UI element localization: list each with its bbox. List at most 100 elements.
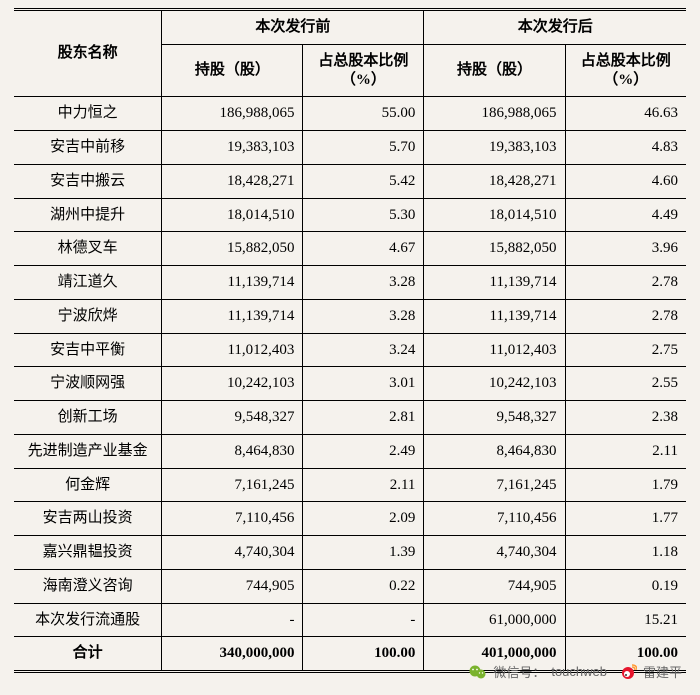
cell-before-pct: 3.24 bbox=[303, 333, 424, 367]
cell-name: 安吉中搬云 bbox=[14, 164, 162, 198]
cell-after-shares: 7,110,456 bbox=[424, 502, 565, 536]
cell-before-shares: 15,882,050 bbox=[162, 232, 303, 266]
cell-name: 嘉兴鼎韫投资 bbox=[14, 536, 162, 570]
cell-after-pct: 3.96 bbox=[565, 232, 686, 266]
table-row: 林德叉车15,882,0504.6715,882,0503.96 bbox=[14, 232, 686, 266]
cell-before-shares: 9,548,327 bbox=[162, 401, 303, 435]
cell-name: 靖江道久 bbox=[14, 266, 162, 300]
cell-name: 林德叉车 bbox=[14, 232, 162, 266]
cell-before-shares: 8,464,830 bbox=[162, 434, 303, 468]
cell-name: 创新工场 bbox=[14, 401, 162, 435]
table-row: 何金辉7,161,2452.117,161,2451.79 bbox=[14, 468, 686, 502]
cell-after-shares: 186,988,065 bbox=[424, 97, 565, 131]
cell-before-pct: 2.49 bbox=[303, 434, 424, 468]
cell-after-pct: 2.78 bbox=[565, 266, 686, 300]
cell-before-shares: - bbox=[162, 603, 303, 637]
weibo-name: 雷建平 bbox=[643, 662, 682, 681]
cell-before-pct: 3.28 bbox=[303, 299, 424, 333]
table-row: 安吉中前移19,383,1035.7019,383,1034.83 bbox=[14, 131, 686, 165]
cell-before-shares: 11,012,403 bbox=[162, 333, 303, 367]
cell-name: 宁波顺网强 bbox=[14, 367, 162, 401]
cell-before-pct: 2.09 bbox=[303, 502, 424, 536]
cell-before-pct: 2.11 bbox=[303, 468, 424, 502]
cell-before-pct: - bbox=[303, 603, 424, 637]
shareholder-table: 股东名称 本次发行前 本次发行后 持股（股） 占总股本比例（%） 持股（股） 占… bbox=[14, 8, 686, 673]
cell-before-pct: 5.42 bbox=[303, 164, 424, 198]
cell-name: 先进制造产业基金 bbox=[14, 434, 162, 468]
table-row: 宁波顺网强10,242,1033.0110,242,1032.55 bbox=[14, 367, 686, 401]
cell-before-shares: 11,139,714 bbox=[162, 266, 303, 300]
cell-after-shares: 10,242,103 bbox=[424, 367, 565, 401]
cell-name: 湖州中提升 bbox=[14, 198, 162, 232]
cell-after-shares: 744,905 bbox=[424, 569, 565, 603]
table-row: 海南澄义咨询744,9050.22744,9050.19 bbox=[14, 569, 686, 603]
cell-before-shares: 186,988,065 bbox=[162, 97, 303, 131]
cell-after-pct: 2.55 bbox=[565, 367, 686, 401]
cell-after-shares: 11,139,714 bbox=[424, 266, 565, 300]
cell-before-shares: 10,242,103 bbox=[162, 367, 303, 401]
cell-after-pct: 1.18 bbox=[565, 536, 686, 570]
cell-before-shares: 7,161,245 bbox=[162, 468, 303, 502]
wechat-id: touchweb bbox=[551, 664, 607, 679]
cell-after-shares: 15,882,050 bbox=[424, 232, 565, 266]
cell-before-shares: 18,428,271 bbox=[162, 164, 303, 198]
wechat-label: 微信号： bbox=[493, 662, 545, 681]
cell-after-shares: 11,139,714 bbox=[424, 299, 565, 333]
cell-before-pct: 5.70 bbox=[303, 131, 424, 165]
cell-before-pct: 2.81 bbox=[303, 401, 424, 435]
watermark: 微信号： touchweb 雷建平 bbox=[469, 662, 682, 681]
cell-total-before-pct: 100.00 bbox=[303, 637, 424, 672]
cell-before-shares: 19,383,103 bbox=[162, 131, 303, 165]
cell-name: 宁波欣烨 bbox=[14, 299, 162, 333]
cell-after-pct: 4.83 bbox=[565, 131, 686, 165]
cell-after-pct: 1.77 bbox=[565, 502, 686, 536]
table-row: 湖州中提升18,014,5105.3018,014,5104.49 bbox=[14, 198, 686, 232]
col-group-after: 本次发行后 bbox=[424, 10, 686, 45]
table-row: 宁波欣烨11,139,7143.2811,139,7142.78 bbox=[14, 299, 686, 333]
cell-after-pct: 2.75 bbox=[565, 333, 686, 367]
cell-after-pct: 4.49 bbox=[565, 198, 686, 232]
cell-before-pct: 3.01 bbox=[303, 367, 424, 401]
cell-name: 安吉中平衡 bbox=[14, 333, 162, 367]
cell-after-shares: 4,740,304 bbox=[424, 536, 565, 570]
cell-before-pct: 1.39 bbox=[303, 536, 424, 570]
cell-name: 中力恒之 bbox=[14, 97, 162, 131]
cell-name: 安吉中前移 bbox=[14, 131, 162, 165]
col-after-shares: 持股（股） bbox=[424, 44, 565, 97]
cell-before-pct: 3.28 bbox=[303, 266, 424, 300]
cell-after-pct: 4.60 bbox=[565, 164, 686, 198]
cell-name: 本次发行流通股 bbox=[14, 603, 162, 637]
cell-after-shares: 61,000,000 bbox=[424, 603, 565, 637]
table-row: 创新工场9,548,3272.819,548,3272.38 bbox=[14, 401, 686, 435]
col-before-percent: 占总股本比例（%） bbox=[303, 44, 424, 97]
cell-after-shares: 7,161,245 bbox=[424, 468, 565, 502]
cell-name: 海南澄义咨询 bbox=[14, 569, 162, 603]
cell-after-shares: 18,428,271 bbox=[424, 164, 565, 198]
cell-before-shares: 4,740,304 bbox=[162, 536, 303, 570]
cell-after-shares: 19,383,103 bbox=[424, 131, 565, 165]
col-before-shares: 持股（股） bbox=[162, 44, 303, 97]
weibo-icon bbox=[621, 664, 637, 680]
col-after-percent: 占总股本比例（%） bbox=[565, 44, 686, 97]
table-row: 中力恒之186,988,06555.00186,988,06546.63 bbox=[14, 97, 686, 131]
cell-after-pct: 15.21 bbox=[565, 603, 686, 637]
cell-after-shares: 8,464,830 bbox=[424, 434, 565, 468]
wechat-icon bbox=[469, 664, 487, 680]
table-row: 本次发行流通股--61,000,00015.21 bbox=[14, 603, 686, 637]
cell-before-pct: 55.00 bbox=[303, 97, 424, 131]
cell-total-name: 合计 bbox=[14, 637, 162, 672]
table-row: 安吉中搬云18,428,2715.4218,428,2714.60 bbox=[14, 164, 686, 198]
cell-before-pct: 4.67 bbox=[303, 232, 424, 266]
table-row: 安吉两山投资7,110,4562.097,110,4561.77 bbox=[14, 502, 686, 536]
col-shareholder-name: 股东名称 bbox=[14, 10, 162, 97]
table-row: 安吉中平衡11,012,4033.2411,012,4032.75 bbox=[14, 333, 686, 367]
cell-after-pct: 2.78 bbox=[565, 299, 686, 333]
cell-before-shares: 7,110,456 bbox=[162, 502, 303, 536]
cell-after-pct: 1.79 bbox=[565, 468, 686, 502]
cell-after-shares: 9,548,327 bbox=[424, 401, 565, 435]
cell-before-pct: 0.22 bbox=[303, 569, 424, 603]
page: 股东名称 本次发行前 本次发行后 持股（股） 占总股本比例（%） 持股（股） 占… bbox=[0, 0, 700, 673]
table-row: 先进制造产业基金8,464,8302.498,464,8302.11 bbox=[14, 434, 686, 468]
cell-before-shares: 744,905 bbox=[162, 569, 303, 603]
cell-after-pct: 0.19 bbox=[565, 569, 686, 603]
